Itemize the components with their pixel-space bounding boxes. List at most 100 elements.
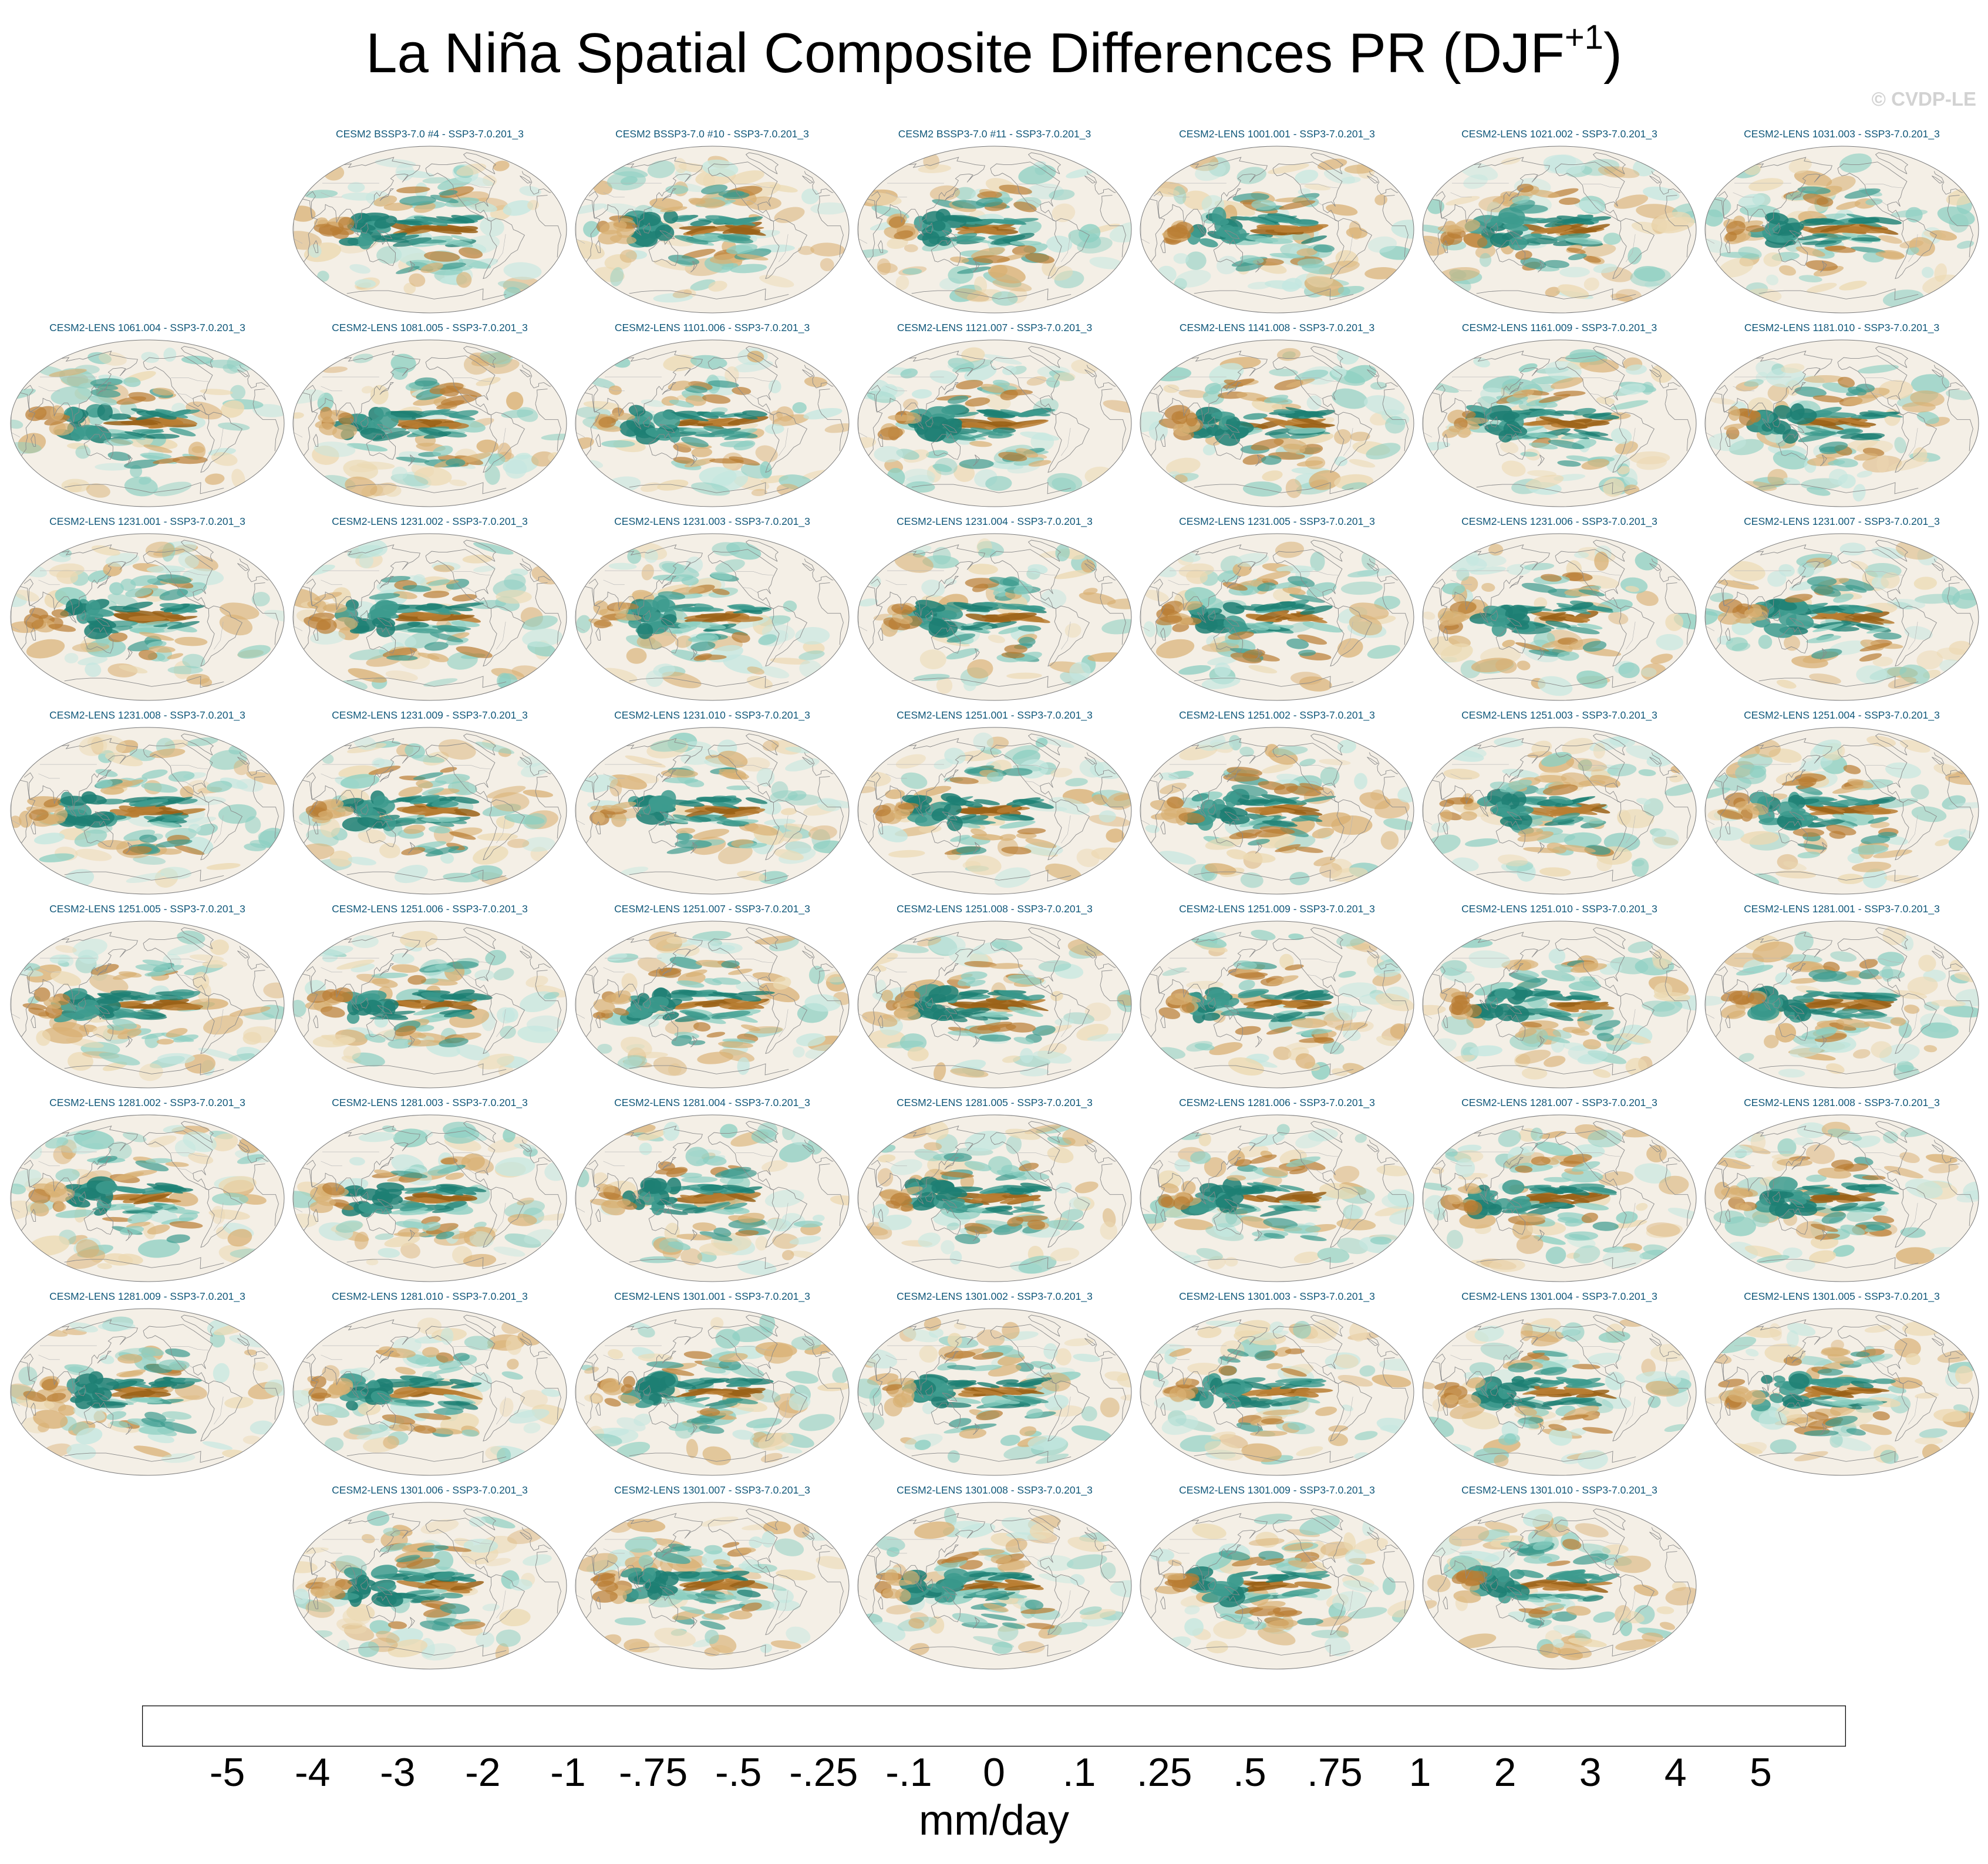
colorbar-labels: -5 -4 -3 -2 -1 -.75 -.5 -.25 -.1 0 .1 .25 .5 .75 1 2 3 4 5 [0,1750,1988,1802]
coastlines [302,1314,561,1463]
title-superscript: +1 [1564,18,1603,56]
coastlines [1150,346,1409,494]
precip-anomaly-field [1423,938,1696,1080]
panel-label: CESM2-LENS 1231.008 - SSP3-7.0.201_3 [49,709,245,721]
title-close: ) [1603,22,1622,85]
coastlines [1432,1508,1691,1657]
map-panel: CESM2-LENS 1251.001 - SSP3-7.0.201_3 [856,709,1133,897]
map-frame [857,146,1132,314]
colorbar-tick-label: 0 [983,1750,1005,1795]
world-map [1704,1114,1979,1282]
map-frame [292,1502,567,1670]
precip-anomaly-field [576,542,830,689]
world-map [1704,533,1979,701]
map-frame [292,146,567,314]
precip-anomaly-field [1424,736,1696,882]
coastlines [1714,733,1973,882]
coastlines [302,346,561,494]
coastlines [1432,1314,1691,1463]
precip-anomaly-field [1150,1514,1414,1657]
precip-anomaly-field [11,734,284,889]
colorbar-tick-label: -.25 [789,1750,858,1795]
world-map [1140,1114,1414,1282]
map-frame [10,727,285,895]
map-frame [1704,339,1979,507]
panel-label: CESM2-LENS 1061.004 - SSP3-7.0.201_3 [49,322,245,333]
precip-anomaly-field [862,935,1131,1081]
coastlines [1150,540,1409,688]
panel-label: CESM2-LENS 1251.006 - SSP3-7.0.201_3 [332,903,528,915]
panel-label: CESM2 BSSP3-7.0 #4 - SSP3-7.0.201_3 [335,128,524,140]
precip-anomaly-field [1140,1124,1414,1270]
map-frame [575,921,850,1088]
map-panel: CESM2 BSSP3-7.0 #11 - SSP3-7.0.201_3 [856,128,1133,316]
map-frame [1422,339,1697,507]
panel-label: CESM2-LENS 1231.005 - SSP3-7.0.201_3 [1179,515,1375,527]
world-map [1704,727,1979,895]
world-map [292,921,567,1088]
map-panel: CESM2-LENS 1281.009 - SSP3-7.0.201_3 [9,1290,286,1478]
panel-label: CESM2-LENS 1251.002 - SSP3-7.0.201_3 [1179,709,1375,721]
precip-anomaly-field [1705,925,1979,1082]
map-panel: CESM2-LENS 1141.008 - SSP3-7.0.201_3 [1138,322,1416,510]
coastlines [585,540,844,688]
map-frame [1140,533,1414,701]
colorbar-tick-label: -1 [550,1750,586,1795]
world-map [1140,1308,1414,1476]
precip-anomaly-field [858,153,1131,306]
world-map [10,533,285,701]
precip-anomaly-field [1705,153,1979,308]
panel-label: CESM2-LENS 1301.005 - SSP3-7.0.201_3 [1744,1290,1940,1302]
map-panel: CESM2-LENS 1251.007 - SSP3-7.0.201_3 [574,903,851,1091]
coastlines [20,1121,279,1269]
map-panel: CESM2-LENS 1001.001 - SSP3-7.0.201_3 [1138,128,1416,316]
map-panel: CESM2-LENS 1281.003 - SSP3-7.0.201_3 [291,1097,568,1285]
map-frame [1704,1308,1979,1476]
precip-anomaly-field [1423,1509,1696,1660]
world-map [575,1308,850,1476]
world-map [292,339,567,507]
panel-label: CESM2-LENS 1281.009 - SSP3-7.0.201_3 [49,1290,245,1302]
title-main: La Niña Spatial Composite Differences PR… [366,22,1565,85]
panel-label: CESM2-LENS 1301.003 - SSP3-7.0.201_3 [1179,1290,1375,1302]
panel-label: CESM2-LENS 1251.007 - SSP3-7.0.201_3 [614,903,810,915]
precip-anomaly-field [1423,1124,1696,1272]
coastlines [1150,733,1409,882]
map-panel: CESM2-LENS 1181.010 - SSP3-7.0.201_3 [1703,322,1980,510]
map-panel: CESM2-LENS 1231.008 - SSP3-7.0.201_3 [9,709,286,897]
world-map [1140,727,1414,895]
map-panel: CESM2-LENS 1301.008 - SSP3-7.0.201_3 [856,1484,1133,1672]
coastlines [20,733,279,882]
coastlines [1150,1121,1409,1269]
panel-label: CESM2-LENS 1101.006 - SSP3-7.0.201_3 [614,322,810,333]
coastlines [585,927,844,1076]
colorbar-tick-label: 5 [1749,1750,1772,1795]
map-frame [575,146,850,314]
coastlines [585,733,844,882]
panel-label: CESM2-LENS 1281.003 - SSP3-7.0.201_3 [332,1097,528,1108]
precip-anomaly-field [575,156,848,303]
coastlines [302,733,561,882]
precip-anomaly-field [863,1507,1131,1656]
map-frame [1422,921,1697,1088]
map-panel: CESM2-LENS 1251.009 - SSP3-7.0.201_3 [1138,903,1416,1091]
map-frame [10,921,285,1088]
map-frame [1422,727,1697,895]
precip-anomaly-field [578,732,849,884]
map-frame [1704,921,1979,1088]
panel-label: CESM2-LENS 1281.008 - SSP3-7.0.201_3 [1744,1097,1940,1108]
world-map [292,146,567,314]
panel-label: CESM2-LENS 1251.010 - SSP3-7.0.201_3 [1461,903,1657,915]
colorbar-tick-label: 3 [1579,1750,1602,1795]
panel-label: CESM2-LENS 1251.003 - SSP3-7.0.201_3 [1461,709,1657,721]
map-panel: CESM2-LENS 1251.008 - SSP3-7.0.201_3 [856,903,1133,1091]
map-frame [857,533,1132,701]
map-panel: CESM2-LENS 1251.010 - SSP3-7.0.201_3 [1421,903,1698,1091]
precip-anomaly-field [1711,1121,1979,1272]
map-panel: CESM2-LENS 1161.009 - SSP3-7.0.201_3 [1421,322,1698,510]
map-frame [1140,339,1414,507]
map-panel: CESM2-LENS 1301.006 - SSP3-7.0.201_3 [291,1484,568,1672]
map-panel: CESM2-LENS 1251.002 - SSP3-7.0.201_3 [1138,709,1416,897]
precip-anomaly-field [299,736,558,887]
world-map [1140,146,1414,314]
